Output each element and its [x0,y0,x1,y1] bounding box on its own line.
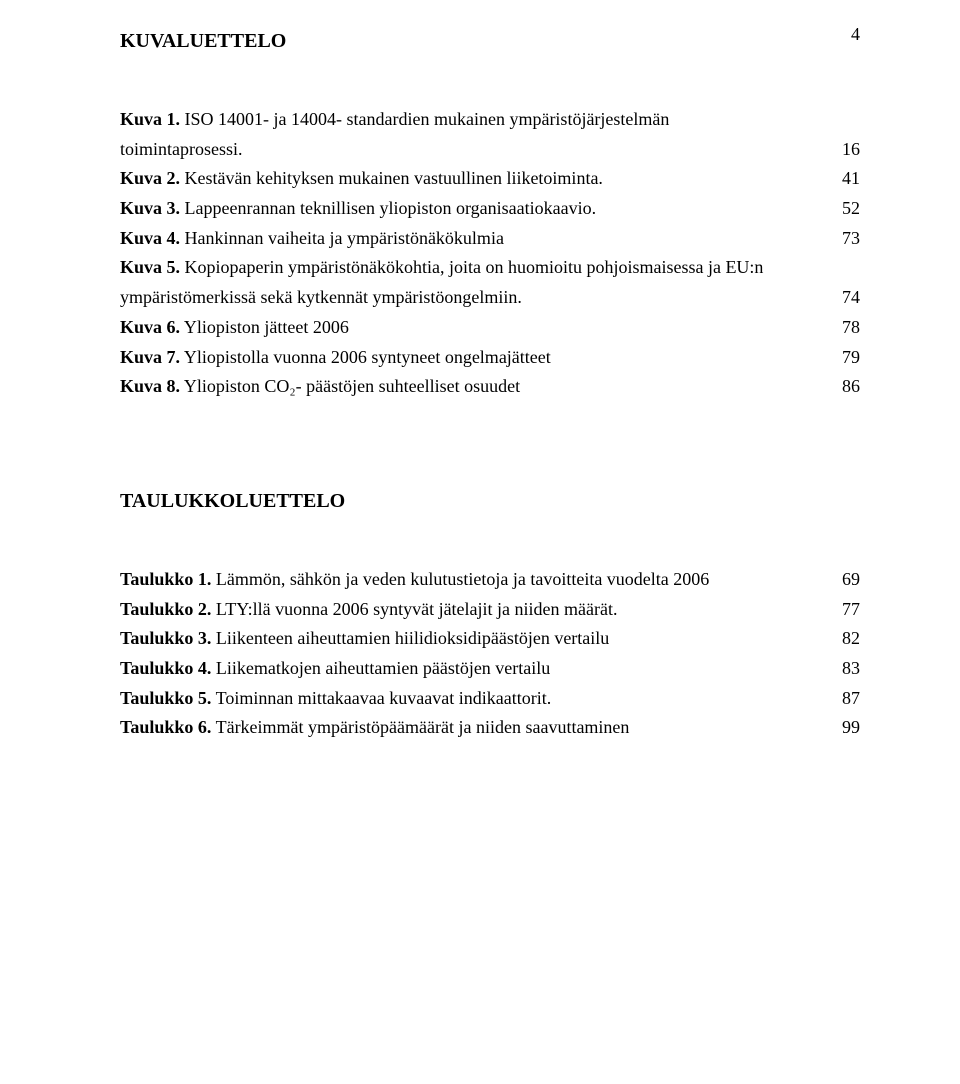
entry-cont-text: toimintaprosessi. [120,135,243,165]
entry-page: 86 [842,372,860,402]
entry-page: 82 [842,624,860,654]
page-number: 4 [851,24,860,45]
entry-prefix: Taulukko 4. [120,658,211,678]
entry-text: ISO 14001- ja 14004- standardien mukaine… [180,109,669,129]
entry-prefix: Kuva 4. [120,228,180,248]
entry-page: 16 [842,135,860,165]
entry-page: 73 [842,224,860,254]
entry-page: 74 [842,283,860,313]
entry-page: 87 [842,684,860,714]
entry-text: Liikematkojen aiheuttamien päästöjen ver… [211,658,550,678]
entry-page: 78 [842,313,860,343]
entry-prefix: Kuva 8. [120,376,180,396]
entry-prefix: Taulukko 3. [120,628,211,648]
entry-page: 99 [842,713,860,743]
entry-page: 79 [842,343,860,373]
entry-page: 83 [842,654,860,684]
toc-entry: Kuva 6. Yliopiston jätteet 2006 78 [120,313,860,343]
entry-text: Yliopistolla vuonna 2006 syntyneet ongel… [180,347,551,367]
entry-text: Hankinnan vaiheita ja ympäristönäkökulmi… [180,228,504,248]
entry-page: 52 [842,194,860,224]
toc-entry: Kuva 8. Yliopiston CO₂- päästöjen suhtee… [120,372,860,402]
entry-prefix: Taulukko 2. [120,599,211,619]
entry-prefix: Kuva 5. [120,257,180,277]
toc-entry: Taulukko 6. Tärkeimmät ympäristöpäämäärä… [120,713,860,743]
entry-prefix: Taulukko 6. [120,717,211,737]
entry-prefix: Kuva 2. [120,168,180,188]
entry-cont-text: ympäristömerkissä sekä kytkennät ympäris… [120,283,522,313]
toc-entry: Kuva 1. ISO 14001- ja 14004- standardien… [120,105,860,135]
entry-text: Toiminnan mittakaavaa kuvaavat indikaatt… [211,688,551,708]
entry-prefix: Kuva 1. [120,109,180,129]
entry-text: Lappeenrannan teknillisen yliopiston org… [180,198,596,218]
entry-prefix: Kuva 3. [120,198,180,218]
entry-text: Yliopiston CO₂- päästöjen suhteelliset o… [180,376,520,396]
entry-page: 41 [842,164,860,194]
toc-entry: Taulukko 4. Liikematkojen aiheuttamien p… [120,654,860,684]
entry-text: Yliopiston jätteet 2006 [180,317,349,337]
entry-prefix: Kuva 6. [120,317,180,337]
entry-text: Lämmön, sähkön ja veden kulutustietoja j… [211,569,709,589]
toc-entry-cont: toimintaprosessi. 16 [120,135,860,165]
toc-entry: Kuva 4. Hankinnan vaiheita ja ympäristön… [120,224,860,254]
entry-text: Kestävän kehityksen mukainen vastuulline… [180,168,603,188]
entry-text: LTY:llä vuonna 2006 syntyvät jätelajit j… [211,599,617,619]
toc-entry: Kuva 2. Kestävän kehityksen mukainen vas… [120,164,860,194]
toc-entry: Taulukko 1. Lämmön, sähkön ja veden kulu… [120,565,860,595]
toc-entry: Kuva 7. Yliopistolla vuonna 2006 syntyne… [120,343,860,373]
entry-prefix: Taulukko 1. [120,569,211,589]
document-page: 4 KUVALUETTELO Kuva 1. ISO 14001- ja 140… [0,0,960,1084]
entry-text: Kopiopaperin ympäristönäkökohtia, joita … [180,257,763,277]
toc-entry: Taulukko 3. Liikenteen aiheuttamien hiil… [120,624,860,654]
toc-entry: Kuva 3. Lappeenrannan teknillisen yliopi… [120,194,860,224]
entry-text: Liikenteen aiheuttamien hiilidioksidipää… [211,628,609,648]
entry-page: 69 [842,565,860,595]
toc-entry: Taulukko 5. Toiminnan mittakaavaa kuvaav… [120,684,860,714]
entry-prefix: Taulukko 5. [120,688,211,708]
toc-entry-cont: ympäristömerkissä sekä kytkennät ympäris… [120,283,860,313]
section-title-kuvaluettelo: KUVALUETTELO [120,30,860,53]
entry-text: Tärkeimmät ympäristöpäämäärät ja niiden … [211,717,629,737]
entry-prefix: Kuva 7. [120,347,180,367]
toc-entry: Taulukko 2. LTY:llä vuonna 2006 syntyvät… [120,595,860,625]
entry-page: 77 [842,595,860,625]
toc-entry: Kuva 5. Kopiopaperin ympäristönäkökohtia… [120,253,860,283]
section-title-taulukkoluettelo: TAULUKKOLUETTELO [120,490,860,513]
